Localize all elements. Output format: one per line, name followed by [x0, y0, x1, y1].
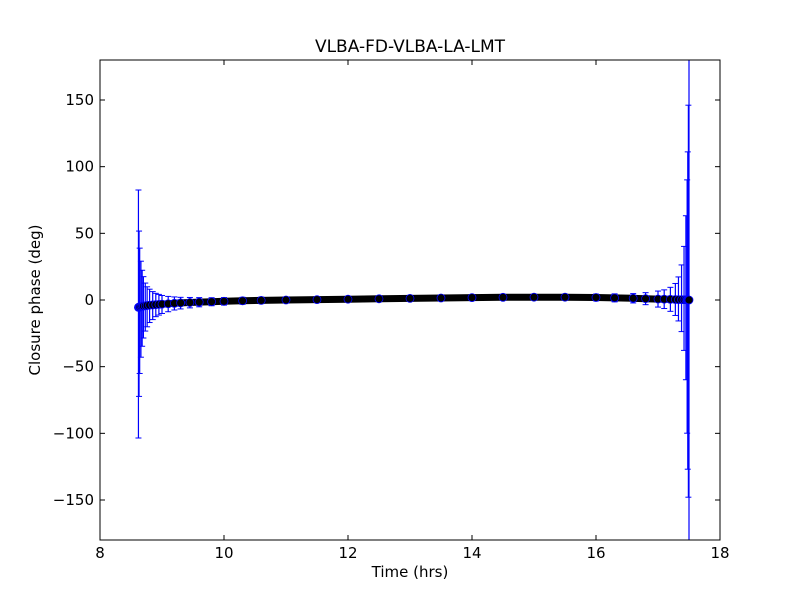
y-tick-label: −100 — [53, 424, 94, 442]
y-tick-label: 100 — [65, 158, 94, 176]
y-tick-label: 150 — [65, 91, 94, 109]
data-point — [405, 293, 415, 303]
data-point — [641, 294, 650, 304]
data-point — [628, 293, 638, 303]
data-point — [312, 295, 322, 305]
data-point — [256, 295, 266, 305]
x-tick-label: 10 — [214, 544, 233, 562]
chart-axes: 8 10 12 14 16 18 −150 −100 −50 0 50 100 150 — [53, 59, 730, 562]
data-point — [591, 293, 601, 302]
data-point — [281, 295, 291, 305]
data-point — [343, 294, 353, 304]
data-point — [684, 295, 694, 305]
x-axis-label: Time (hrs) — [371, 563, 449, 581]
data-point — [219, 296, 229, 306]
x-tick-label: 12 — [338, 544, 357, 562]
data-point — [238, 296, 248, 306]
data-point — [610, 293, 619, 303]
x-tick-label: 16 — [586, 544, 605, 562]
x-tick-label: 18 — [710, 544, 729, 562]
y-tick-label: 50 — [75, 224, 94, 242]
x-tick-label: 14 — [462, 544, 481, 562]
data-point — [529, 292, 539, 302]
data-point — [194, 297, 204, 307]
x-tick-label: 8 — [95, 544, 105, 562]
data-point — [467, 293, 477, 303]
y-tick-label: −150 — [53, 491, 94, 509]
data-point — [176, 298, 186, 308]
plot-area — [134, 60, 694, 540]
data-point — [185, 298, 195, 307]
y-tick-label: 0 — [84, 291, 94, 309]
data-point — [207, 297, 217, 307]
chart-marks — [134, 60, 694, 540]
y-axis-label: Closure phase (deg) — [26, 225, 44, 376]
data-point — [436, 293, 446, 303]
y-tick-label: −50 — [62, 358, 94, 376]
data-point — [374, 294, 384, 304]
data-point — [498, 292, 508, 302]
chart-title: VLBA-FD-VLBA-LA-LMT — [315, 37, 506, 57]
data-point — [560, 292, 570, 302]
